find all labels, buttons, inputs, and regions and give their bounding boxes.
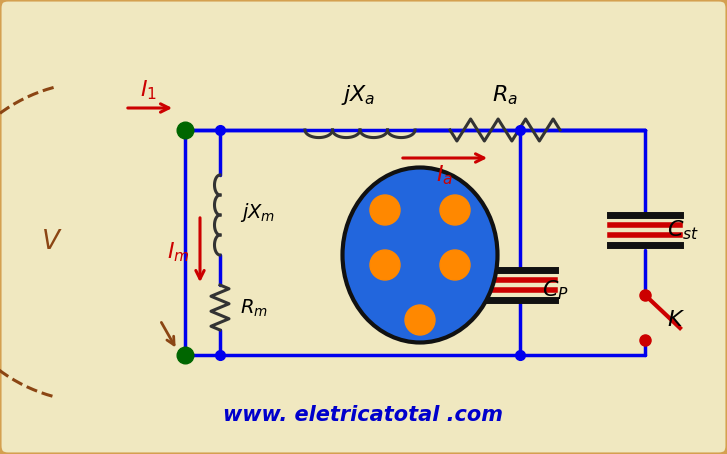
- Text: $C_P$: $C_P$: [542, 278, 569, 302]
- Circle shape: [370, 195, 400, 225]
- Text: $jX_m$: $jX_m$: [240, 201, 276, 223]
- Text: www. eletricatotal .com: www. eletricatotal .com: [223, 405, 503, 425]
- Text: $R_a$: $R_a$: [492, 83, 518, 107]
- Text: $I_1$: $I_1$: [140, 78, 156, 102]
- Text: $R_m$: $R_m$: [240, 297, 268, 319]
- Text: $jX_a$: $jX_a$: [341, 83, 375, 107]
- Text: $I_m$: $I_m$: [166, 240, 189, 264]
- Text: $C_{st}$: $C_{st}$: [667, 218, 699, 242]
- Circle shape: [440, 250, 470, 280]
- Circle shape: [405, 305, 435, 335]
- Circle shape: [440, 195, 470, 225]
- Circle shape: [370, 250, 400, 280]
- Ellipse shape: [342, 168, 497, 342]
- Text: $K$: $K$: [667, 310, 685, 330]
- Text: $I_a$: $I_a$: [436, 163, 454, 187]
- Text: $V$: $V$: [41, 229, 63, 255]
